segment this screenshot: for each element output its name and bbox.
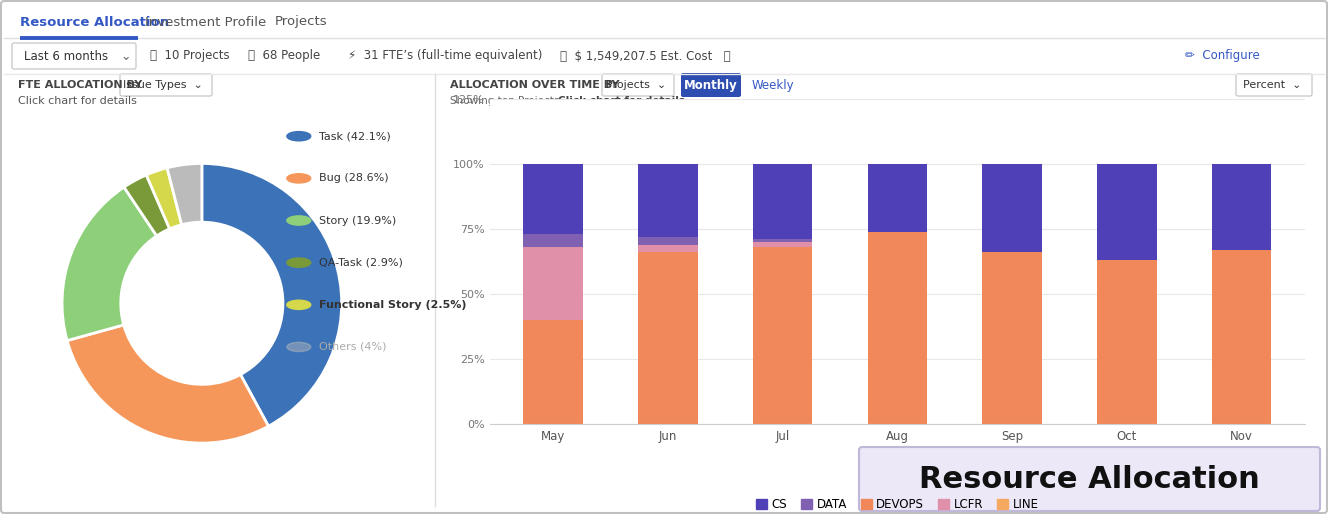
- Text: Investment Profile: Investment Profile: [145, 15, 266, 28]
- Text: Projects  ⌄: Projects ⌄: [606, 80, 667, 90]
- Text: QA-Task (2.9%): QA-Task (2.9%): [319, 258, 402, 268]
- Wedge shape: [124, 175, 170, 236]
- Bar: [1211, 250, 1271, 424]
- Bar: [523, 247, 583, 320]
- Text: Bug (28.6%): Bug (28.6%): [319, 173, 388, 183]
- Text: ALLOCATION OVER TIME BY: ALLOCATION OVER TIME BY: [450, 80, 619, 90]
- Bar: [983, 164, 1042, 252]
- Text: Click chart for details: Click chart for details: [19, 96, 137, 106]
- FancyBboxPatch shape: [602, 74, 675, 96]
- Text: Monthly: Monthly: [684, 79, 738, 91]
- Text: Showing top Projects -: Showing top Projects -: [450, 96, 570, 106]
- Text: Story (19.9%): Story (19.9%): [319, 215, 396, 226]
- Bar: [637, 252, 697, 424]
- FancyBboxPatch shape: [120, 74, 212, 96]
- Bar: [523, 234, 583, 247]
- Text: Others (4%): Others (4%): [319, 342, 386, 352]
- Bar: [983, 252, 1042, 424]
- FancyBboxPatch shape: [1236, 74, 1312, 96]
- Bar: [753, 242, 813, 247]
- Legend: CS, DATA, DEVOPS, LCFR, LINE: CS, DATA, DEVOPS, LCFR, LINE: [752, 493, 1044, 514]
- Text: Functional Story (2.5%): Functional Story (2.5%): [319, 300, 466, 310]
- Text: .: .: [676, 96, 680, 106]
- Bar: [1097, 164, 1157, 260]
- Wedge shape: [68, 325, 268, 443]
- Bar: [867, 232, 927, 424]
- Bar: [867, 164, 927, 232]
- Wedge shape: [146, 168, 182, 229]
- Text: ⌄: ⌄: [121, 49, 131, 63]
- Text: Last 6 months: Last 6 months: [24, 49, 108, 63]
- Text: ✏  Configure: ✏ Configure: [1185, 49, 1260, 63]
- Text: Click chart for details: Click chart for details: [558, 96, 685, 106]
- Text: Issue Types  ⌄: Issue Types ⌄: [124, 80, 203, 90]
- Text: Percent  ⌄: Percent ⌄: [1243, 80, 1301, 90]
- Text: 💰  $ 1,549,207.5 Est. Cost   ⓘ: 💰 $ 1,549,207.5 Est. Cost ⓘ: [560, 49, 730, 63]
- Wedge shape: [202, 163, 341, 426]
- Text: 👥  68 People: 👥 68 People: [248, 49, 320, 63]
- Text: Weekly: Weekly: [752, 79, 794, 91]
- Text: 📋  10 Projects: 📋 10 Projects: [150, 49, 230, 63]
- Wedge shape: [62, 187, 157, 341]
- FancyBboxPatch shape: [681, 73, 741, 97]
- Text: Resource Allocation: Resource Allocation: [919, 465, 1260, 493]
- Bar: [1211, 164, 1271, 250]
- Bar: [753, 240, 813, 242]
- Bar: [523, 320, 583, 424]
- Bar: [523, 164, 583, 234]
- Text: FTE ALLOCATION BY: FTE ALLOCATION BY: [19, 80, 142, 90]
- FancyBboxPatch shape: [12, 43, 135, 69]
- Wedge shape: [167, 163, 202, 225]
- Bar: [1097, 260, 1157, 424]
- Bar: [637, 164, 697, 237]
- Bar: [637, 237, 697, 245]
- Bar: [637, 245, 697, 252]
- Text: ⚡  31 FTE’s (full-time equivalent): ⚡ 31 FTE’s (full-time equivalent): [348, 49, 542, 63]
- Text: Task (42.1%): Task (42.1%): [319, 131, 390, 141]
- Bar: [753, 247, 813, 424]
- Text: Projects: Projects: [275, 15, 328, 28]
- Text: Resource Allocation: Resource Allocation: [20, 15, 169, 28]
- Bar: [753, 164, 813, 240]
- FancyBboxPatch shape: [859, 447, 1320, 511]
